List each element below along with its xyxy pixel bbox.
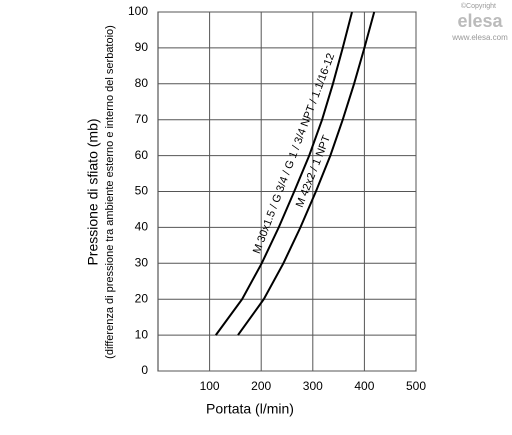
y-tick-label: 20 [135, 291, 149, 305]
y-tick-label: 70 [135, 112, 149, 126]
brand-url: www.elesa.com [451, 33, 508, 42]
y-tick-label: 0 [141, 363, 148, 377]
curve [214, 11, 353, 336]
brand: elesa [457, 11, 503, 31]
y-tick-label: 100 [128, 4, 148, 18]
x-axis-label: Portata (l/min) [206, 401, 294, 417]
y-tick-label: 40 [135, 220, 149, 234]
y-tick-label: 50 [135, 184, 149, 198]
curve [237, 11, 376, 336]
y-axis-sublabel: (differenza di pressione tra ambiente es… [104, 25, 116, 359]
y-tick-label: 10 [135, 327, 149, 341]
y-tick-label: 30 [135, 255, 149, 269]
copyright: ©Copyright [461, 2, 496, 10]
x-tick-label: 200 [251, 379, 271, 393]
x-tick-label: 100 [200, 379, 220, 393]
y-tick-label: 60 [135, 148, 149, 162]
x-tick-label: 500 [406, 379, 426, 393]
y-tick-label: 80 [135, 76, 149, 90]
y-tick-label: 90 [135, 40, 149, 54]
y-axis-label: Pressione di sfiato (mb) [85, 118, 101, 265]
x-tick-label: 400 [354, 379, 374, 393]
x-tick-label: 300 [303, 379, 323, 393]
